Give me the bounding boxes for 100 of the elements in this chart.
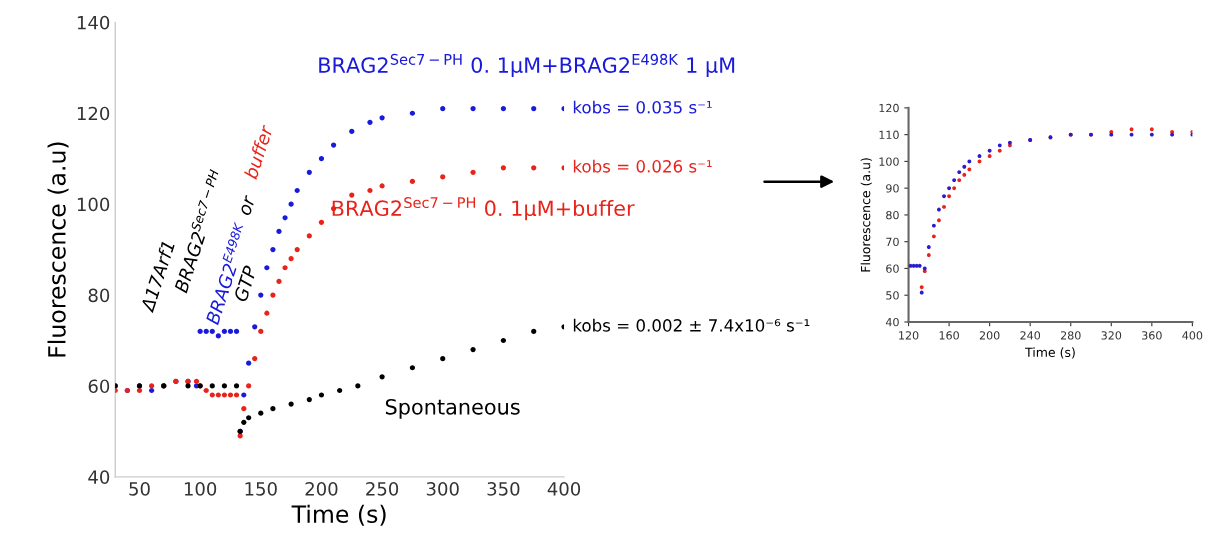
point [409, 365, 416, 371]
y-tick-label: 60 [88, 379, 110, 394]
point [215, 392, 221, 398]
y-tick-label: 90 [886, 184, 899, 193]
x-tick-label: 200 [305, 482, 338, 496]
point [367, 187, 373, 194]
point [379, 374, 385, 380]
point [531, 165, 537, 171]
point [241, 406, 247, 412]
point [270, 406, 276, 412]
x-tick-label: 50 [129, 482, 150, 496]
point [952, 178, 957, 183]
y-tick-label: 40 [88, 470, 110, 484]
point [252, 324, 258, 330]
point [241, 392, 247, 398]
point [276, 278, 282, 284]
x-tick-label: 320 [1101, 331, 1122, 340]
point [318, 219, 325, 225]
point [193, 378, 200, 384]
point [947, 194, 952, 199]
point [252, 356, 258, 362]
point [917, 263, 922, 268]
x-tick-label: 200 [979, 331, 1000, 340]
point [409, 178, 416, 185]
point [957, 170, 962, 175]
point [987, 148, 992, 153]
point [997, 143, 1002, 148]
point [1149, 127, 1154, 132]
point [470, 106, 476, 112]
point [561, 106, 565, 112]
x-tick-label: 350 [487, 482, 520, 496]
point [288, 256, 294, 262]
point [270, 292, 276, 298]
point [197, 328, 203, 334]
point [221, 383, 227, 389]
point [1149, 132, 1154, 137]
point [282, 265, 288, 271]
point [967, 167, 972, 172]
point [936, 207, 941, 212]
point [288, 401, 294, 407]
point [306, 233, 312, 239]
point [227, 328, 234, 334]
point [379, 183, 385, 189]
point [233, 328, 240, 334]
y-axis-title: Fluorescence (a.u) [47, 142, 69, 357]
series-label: BRAG2$^{Sec7−PH}$ 0. 1µM+buffer [332, 197, 635, 221]
point [203, 387, 209, 394]
y-tick-label: 50 [886, 291, 899, 300]
point [349, 128, 355, 135]
point [149, 387, 155, 394]
point [221, 328, 227, 334]
point [264, 310, 270, 316]
point [209, 328, 215, 334]
x-tick-label: 150 [245, 482, 277, 496]
point [500, 106, 506, 112]
point [203, 328, 209, 334]
point [294, 187, 300, 194]
point [440, 174, 446, 180]
y-tick-label: 100 [77, 197, 110, 212]
point [318, 392, 325, 398]
point [233, 383, 240, 389]
point [241, 419, 247, 425]
point [233, 392, 240, 398]
point [500, 337, 506, 344]
y-tick-label: 40 [885, 317, 899, 327]
point [258, 292, 264, 298]
text: kobs = 0.026 s⁻¹ [573, 159, 712, 173]
point [926, 245, 931, 250]
point [367, 119, 373, 125]
point [246, 383, 252, 389]
x-tick-label: 240 [1020, 331, 1041, 340]
point [246, 360, 252, 366]
point [470, 346, 476, 353]
series-label: Spontaneous [385, 398, 520, 419]
point [318, 156, 325, 162]
point [997, 148, 1002, 153]
point [258, 328, 264, 334]
point [215, 333, 221, 339]
point [919, 285, 924, 290]
point [136, 387, 143, 394]
annotation: or [240, 195, 256, 216]
point [209, 383, 215, 389]
x-axis-title: Time (s) [1025, 347, 1075, 359]
series-label: BRAG2$^{Sec7−PH}$ 0. 1µM+BRAG2$^{E498K}$ 1 µM [319, 53, 735, 77]
point [270, 246, 276, 253]
point [500, 165, 506, 171]
y-tick-label: 120 [879, 103, 899, 113]
point [337, 387, 343, 394]
point [977, 154, 982, 159]
x-tick-label: 400 [547, 482, 581, 496]
y-tick-label: 140 [77, 15, 110, 30]
point [931, 234, 936, 239]
point [330, 142, 337, 148]
text: kobs = 0.002 ± 7.4x10⁻⁶ s⁻¹ [573, 318, 810, 332]
y-tick-label: 60 [886, 264, 899, 273]
point [227, 392, 234, 398]
point [531, 106, 537, 112]
x-tick-label: 280 [1060, 331, 1081, 340]
point [947, 186, 952, 191]
point [379, 115, 385, 121]
